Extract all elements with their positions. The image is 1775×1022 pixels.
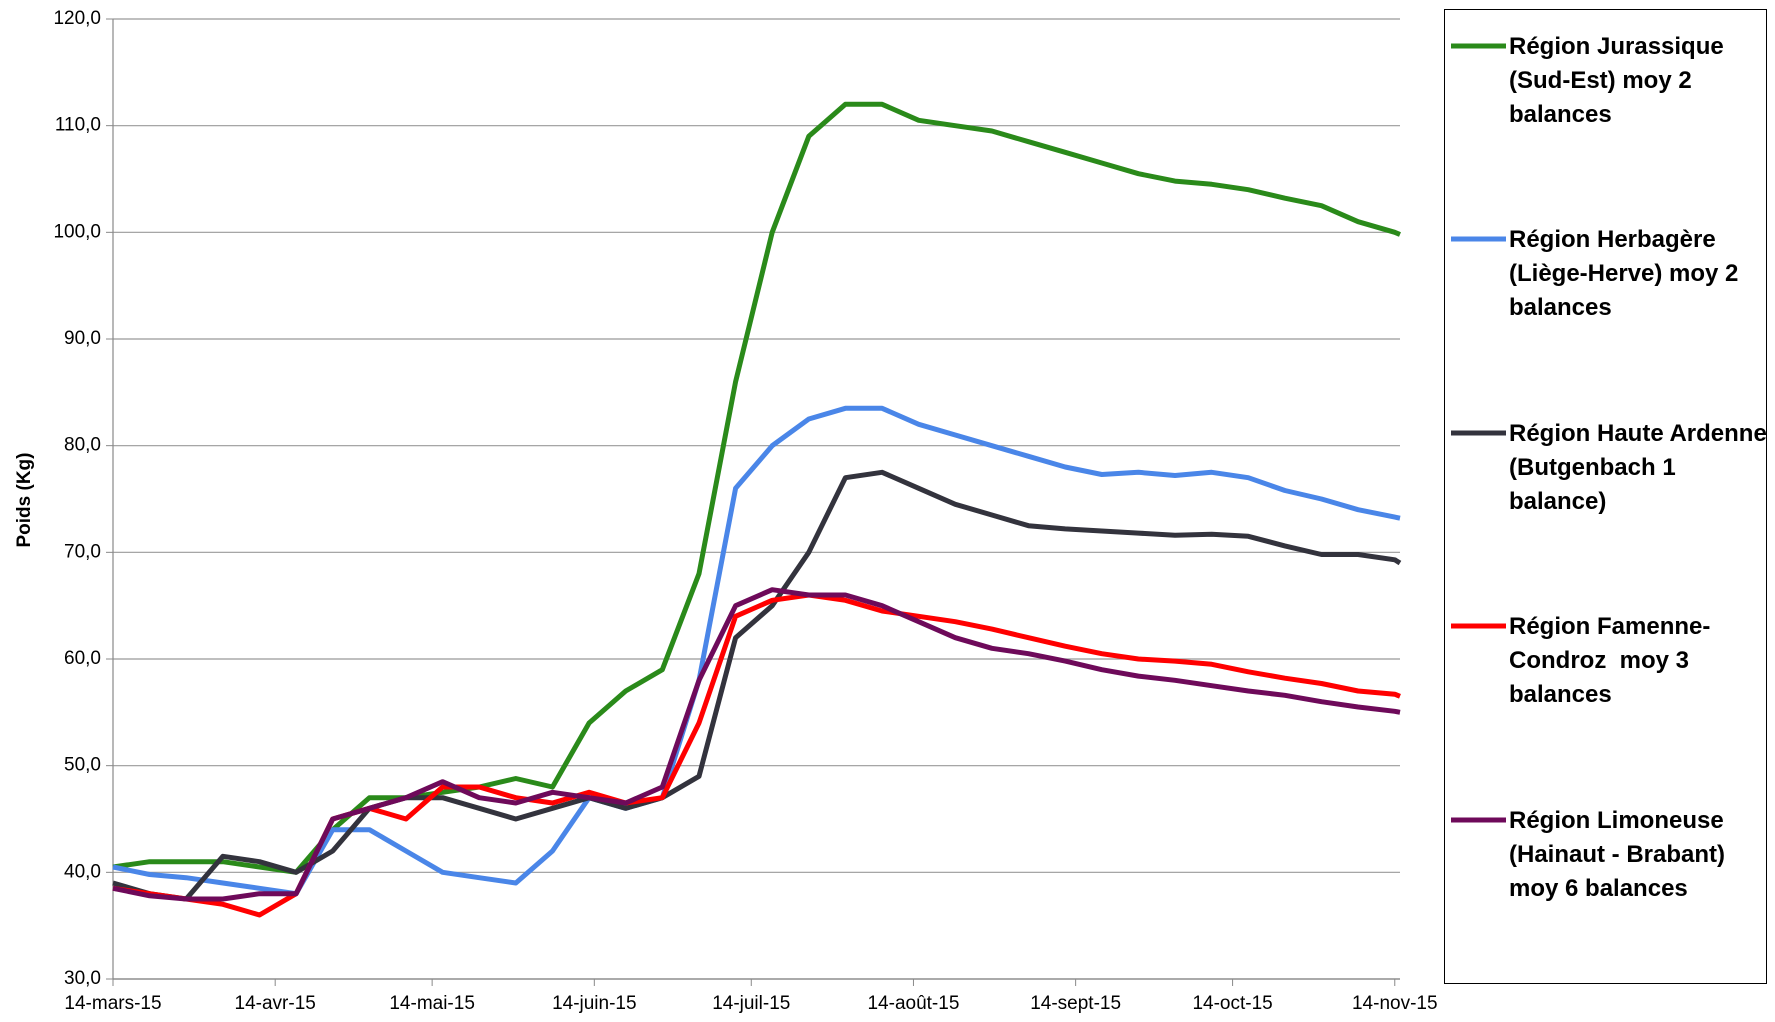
x-tick-label: 14-oct-15 bbox=[1192, 993, 1272, 1014]
x-tick-label: 14-nov-15 bbox=[1352, 993, 1438, 1014]
y-tick-label: 80,0 bbox=[64, 435, 101, 456]
series-line bbox=[112, 587, 1401, 902]
legend-label: Région Famenne-Condroz moy 3 balances bbox=[1509, 613, 1711, 708]
y-tick-label: 40,0 bbox=[64, 861, 101, 882]
x-tick-label: 14-mars-15 bbox=[64, 993, 161, 1014]
series-line bbox=[112, 405, 1401, 897]
x-tick-label: 14-mai-15 bbox=[389, 993, 475, 1014]
y-tick-label: 90,0 bbox=[64, 328, 101, 349]
legend-label: Région Jurassique (Sud-Est) moy 2 balanc… bbox=[1509, 33, 1731, 128]
y-tick-label: 70,0 bbox=[64, 541, 101, 562]
series-line bbox=[112, 469, 1402, 902]
y-tick-label: 30,0 bbox=[64, 968, 101, 989]
legend-label: Région Herbagère (Liège-Herve) moy 2 bal… bbox=[1509, 226, 1746, 321]
x-tick-label: 14-juil-15 bbox=[712, 993, 790, 1014]
y-tick-label: 60,0 bbox=[64, 648, 101, 669]
series-line bbox=[112, 101, 1401, 875]
y-tick-label: 100,0 bbox=[53, 221, 101, 242]
y-tick-label: 120,0 bbox=[53, 8, 101, 29]
y-axis-label: Poids (Kg) bbox=[14, 453, 35, 548]
x-tick-label: 14-avr-15 bbox=[235, 993, 316, 1014]
legend-label: Région Limoneuse (Hainaut - Brabant) moy… bbox=[1509, 807, 1746, 902]
legend-label: Région Haute Ardenne (Butgenbach 1 balan… bbox=[1509, 420, 1774, 515]
y-tick-label: 50,0 bbox=[64, 755, 101, 776]
y-tick-label: 110,0 bbox=[55, 115, 101, 136]
x-tick-label: 14-sept-15 bbox=[1030, 993, 1121, 1014]
x-tick-label: 14-juin-15 bbox=[552, 993, 637, 1014]
x-tick-label: 14-août-15 bbox=[867, 993, 959, 1014]
legend: Région Jurassique (Sud-Est) moy 2 balanc… bbox=[1444, 9, 1767, 984]
